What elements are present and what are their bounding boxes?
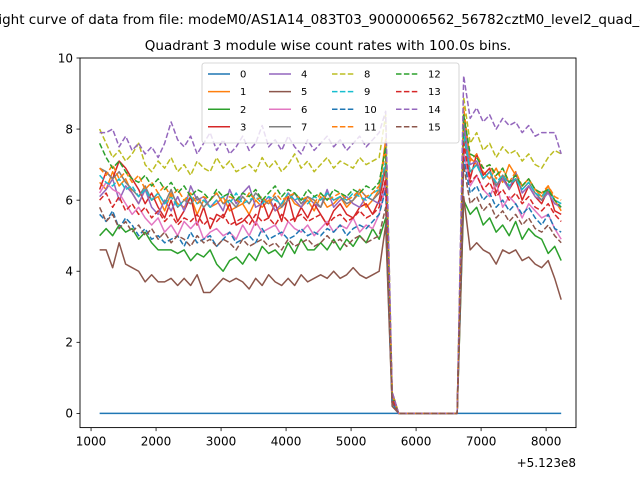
- x-tick-label: 8000: [531, 435, 562, 449]
- legend-label-11: 11: [364, 122, 377, 133]
- series-line-6: [98, 149, 562, 415]
- x-tick-label: 6000: [401, 435, 432, 449]
- series-line-8: [98, 96, 562, 415]
- legend-label-2: 2: [240, 105, 246, 116]
- x-tick-label: 2000: [141, 435, 172, 449]
- x-tick-label: 4000: [271, 435, 302, 449]
- legend-label-7: 7: [301, 122, 307, 133]
- legend-label-4: 4: [301, 70, 307, 81]
- series-line-9: [99, 131, 562, 415]
- series-line-3: [98, 128, 562, 415]
- series-line-5: [99, 195, 562, 415]
- series-line-1: [99, 117, 562, 415]
- series-line-13: [99, 142, 562, 415]
- x-tick-label: 1000: [76, 435, 107, 449]
- y-tick-label: 2: [65, 336, 73, 350]
- y-tick-label: 0: [65, 407, 73, 421]
- x-offset-label: +5.123e8: [517, 456, 576, 470]
- chart-title: Quadrant 3 module wise count rates with …: [145, 38, 511, 54]
- legend-label-15: 15: [428, 122, 441, 133]
- y-tick-label: 8: [65, 122, 73, 136]
- legend-label-3: 3: [240, 122, 246, 133]
- legend-label-5: 5: [301, 87, 307, 98]
- legend-label-1: 1: [240, 87, 246, 98]
- series-line-15: [98, 163, 562, 415]
- legend-label-12: 12: [428, 70, 441, 81]
- legend-label-8: 8: [364, 70, 370, 81]
- y-tick-label: 6: [65, 193, 73, 207]
- legend-label-0: 0: [240, 70, 246, 81]
- legend-label-14: 14: [428, 105, 441, 116]
- figure-suptitle: Plotting light curve of data from file: …: [0, 12, 640, 28]
- x-tick-label: 3000: [206, 435, 237, 449]
- series-line-2: [99, 199, 562, 415]
- y-tick-label: 10: [58, 51, 73, 65]
- series-line-12: [98, 114, 562, 415]
- legend-label-6: 6: [301, 105, 307, 116]
- legend-label-9: 9: [364, 87, 370, 98]
- legend-label-10: 10: [364, 105, 377, 116]
- legend-label-13: 13: [428, 87, 441, 98]
- y-tick-label: 4: [65, 265, 73, 279]
- x-tick-label: 5000: [336, 435, 367, 449]
- legend-box: [201, 62, 460, 144]
- plot-frame: [79, 57, 577, 429]
- x-tick-label: 7000: [466, 435, 497, 449]
